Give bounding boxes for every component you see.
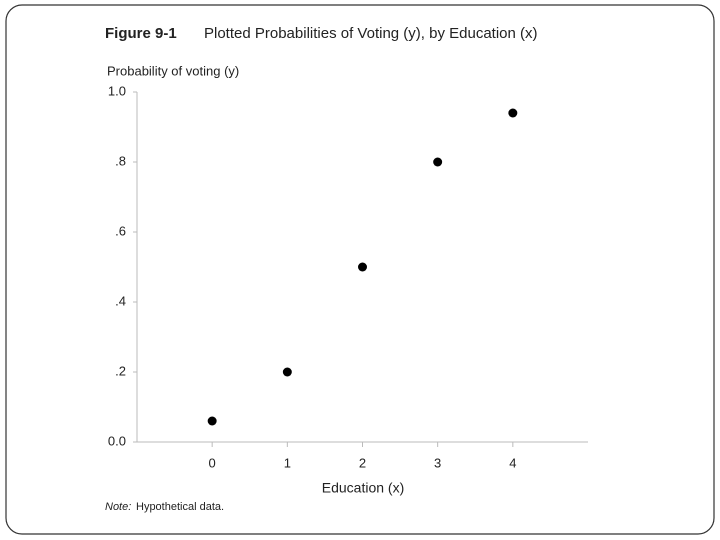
y-tick-label: .2 — [115, 363, 126, 378]
chart-title: Plotted Probabilities of Voting (y), by … — [204, 25, 538, 42]
x-tick-label: 0 — [209, 455, 216, 470]
y-tick-label: 1.0 — [108, 83, 126, 98]
data-point — [508, 108, 518, 118]
y-tick-label: .8 — [115, 153, 126, 168]
x-tick-label: 2 — [359, 455, 366, 470]
x-tick-label: 4 — [509, 455, 516, 470]
y-axis-label: Probability of voting (y) — [107, 63, 239, 78]
y-tick-label: .4 — [115, 293, 126, 308]
x-axis-label: Education (x) — [322, 480, 404, 496]
y-tick-label: .6 — [115, 223, 126, 238]
frame — [5, 4, 715, 535]
data-point — [433, 157, 443, 167]
note-label: Note: — [105, 501, 131, 513]
y-tick-label: 0.0 — [108, 433, 126, 448]
x-tick-label: 1 — [284, 455, 291, 470]
data-point — [282, 367, 292, 377]
data-point — [358, 262, 367, 272]
note: Hypothetical data. — [136, 501, 224, 513]
figure-label: Figure 9-1 — [105, 25, 177, 42]
data-point — [207, 416, 217, 426]
x-tick-label: 3 — [434, 455, 441, 470]
